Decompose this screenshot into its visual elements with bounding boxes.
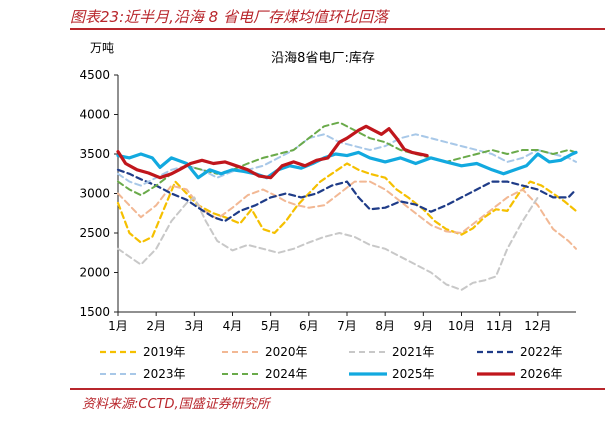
title-rule [70,28,605,30]
x-tick-label: 5月 [261,319,281,333]
x-tick-label: 7月 [337,319,357,333]
x-tick-label: 11月 [486,319,513,333]
series-line-2024年 [117,121,577,197]
series-line-2020年 [117,180,577,250]
source-rule [70,388,605,390]
x-tick-label: 3月 [185,319,205,333]
y-tick-label: 3500 [79,147,110,161]
x-tick-label: 2月 [146,319,166,333]
y-tick-label: 2000 [79,266,110,280]
legend-label-2025年: 2025年 [392,367,435,381]
series-line-2026年 [116,124,429,180]
x-tick-label: 9月 [414,319,434,333]
legend-label-2023年: 2023年 [143,367,186,381]
y-tick-label: 3000 [79,187,110,201]
legend-label-2026年: 2026年 [520,367,563,381]
x-tick-label: 6月 [299,319,319,333]
chart-title: 沿海8省电厂:库存 [271,50,375,66]
legend-label-2020年: 2020年 [265,345,308,359]
legend-label-2024年: 2024年 [265,367,308,381]
series-line-2025年 [116,150,578,180]
series-layer [116,121,578,291]
figure-title: 图表23:近半月,沿海 8 省电厂存煤均值环比回落 [70,8,388,26]
x-tick-label: 4月 [223,319,243,333]
series-line-2021年 [117,196,539,291]
series-line-2022年 [116,168,578,223]
series-line-2023年 [117,133,577,187]
x-tick-label: 12月 [524,319,551,333]
legend-label-2021年: 2021年 [392,345,435,359]
legend: 2019年 2020年 2021年 2022年 2023年 2024年 2025年 2026年 [100,345,563,381]
y-tick-label: 1500 [79,305,110,319]
axes: 1500 2000 2500 3000 3500 4000 4500 1月 2月 3月 4月 5月 6月… [79,68,576,333]
x-tick-label: 8月 [375,319,395,333]
figure-source: 资料来源:CCTD,国盛证券研究所 [82,397,270,412]
legend-label-2022年: 2022年 [520,345,563,359]
x-tick-label: 1月 [108,319,128,333]
chart: 沿海8省电厂:库存 万吨 1500 2000 2500 3000 3500 4000 450… [79,41,578,381]
y-axis-label: 万吨 [90,41,114,55]
y-tick-label: 4000 [79,108,110,122]
x-tick-label: 10月 [448,319,475,333]
legend-label-2019年: 2019年 [143,345,186,359]
y-tick-label: 4500 [79,68,110,82]
y-tick-label: 2500 [79,226,110,240]
series-line-2019年 [116,162,578,244]
